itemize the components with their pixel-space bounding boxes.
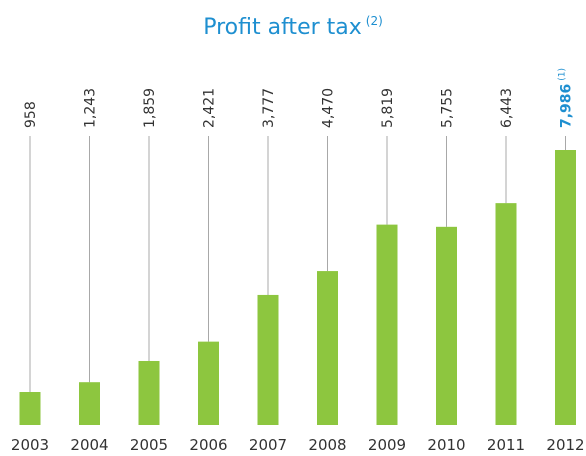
value-label-text: 7,986: [559, 84, 575, 128]
value-label: 5,755: [440, 88, 456, 128]
x-tick-label: 2008: [308, 436, 346, 454]
x-tick-label: 2006: [189, 436, 227, 454]
x-tick-label: 2009: [368, 436, 406, 454]
chart-title: Profit after tax (2): [203, 14, 383, 40]
value-label-text: 1,243: [83, 88, 99, 128]
value-label: 7,986 (1): [558, 68, 575, 128]
title-note: (2): [366, 14, 383, 28]
bar: [257, 294, 279, 425]
value-label: 958: [23, 101, 39, 128]
bar: [555, 150, 576, 425]
x-tick-label: 2007: [249, 436, 287, 454]
title-text: Profit after tax: [203, 15, 362, 40]
value-label-text: 958: [23, 101, 39, 128]
x-tick-label: 2010: [427, 436, 465, 454]
value-label: 5,819: [380, 88, 396, 128]
value-label: 6,443: [499, 88, 515, 128]
value-label: 4,470: [321, 88, 337, 128]
x-tick-label: 2003: [11, 436, 49, 454]
value-label-text: 2,421: [202, 88, 218, 128]
value-label: 3,777: [261, 88, 277, 128]
value-label-text: 1,859: [142, 88, 158, 128]
bar: [198, 341, 219, 425]
value-label-text: 3,777: [261, 88, 277, 128]
value-label: 2,421: [202, 88, 218, 128]
x-tick-label: 2012: [546, 436, 584, 454]
value-label-text: 4,470: [321, 88, 337, 128]
bar: [317, 271, 338, 425]
value-label: 1,243: [83, 88, 99, 128]
value-label-text: 5,819: [380, 88, 396, 128]
x-tick-label: 2011: [487, 436, 525, 454]
bar: [138, 360, 160, 425]
bar: [436, 226, 457, 425]
bar: [495, 203, 517, 425]
bar: [19, 392, 41, 425]
value-label: 1,859: [142, 88, 158, 128]
value-label-note: (1): [558, 68, 568, 81]
x-tick-label: 2004: [70, 436, 108, 454]
bar: [79, 382, 100, 425]
value-label-text: 5,755: [440, 88, 456, 128]
bar: [376, 224, 398, 425]
value-label-text: 6,443: [499, 88, 515, 128]
x-tick-label: 2005: [130, 436, 168, 454]
